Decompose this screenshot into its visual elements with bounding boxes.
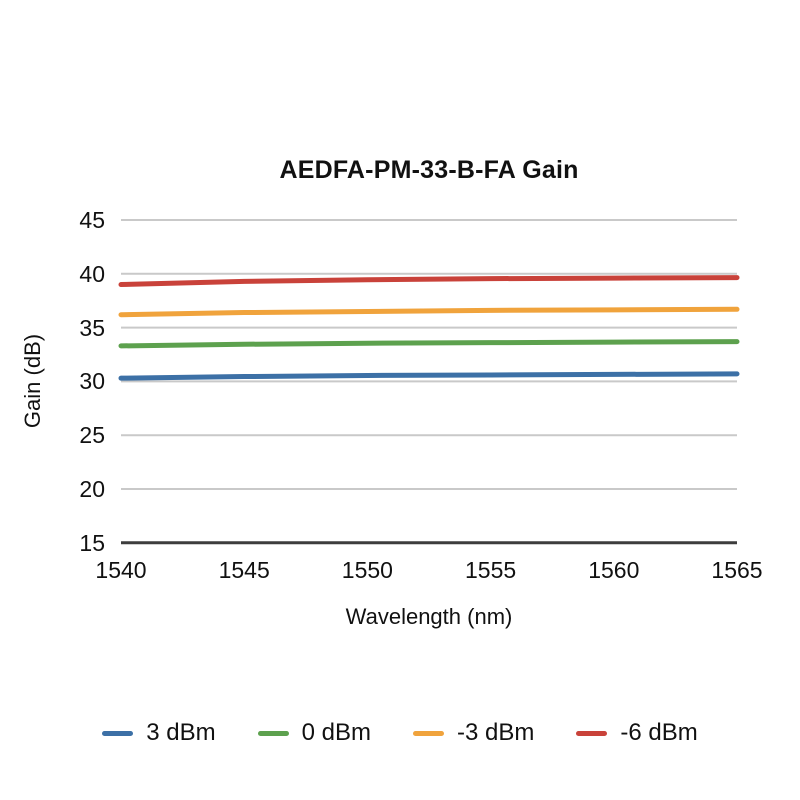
legend-item--3-dBm: -3 dBm <box>413 719 534 747</box>
series-line-0-dBm <box>118 339 740 349</box>
x-tick-label: 1555 <box>465 557 517 583</box>
legend-marker <box>413 730 445 736</box>
legend-label: 0 dBm <box>301 719 372 746</box>
x-tick-label: 1565 <box>711 557 763 583</box>
y-tick-label: 30 <box>79 368 105 395</box>
x-tick-label: 1540 <box>95 557 147 583</box>
y-tick-label: 25 <box>79 422 105 449</box>
series-line--6-dBm <box>118 275 740 288</box>
x-tick-label: 1545 <box>218 557 270 583</box>
y-tick-label: 35 <box>79 314 105 341</box>
legend-marker <box>102 730 134 736</box>
legend-label: -3 dBm <box>457 719 535 746</box>
chart-title: AEDFA-PM-33-B-FA Gain <box>279 156 579 184</box>
x-tick-label: 1550 <box>341 557 393 583</box>
legend: 3 dBm 0 dBm -3 dBm -6 dBm <box>0 719 800 747</box>
series-line-3-dBm <box>118 371 740 381</box>
legend-item-0-dBm: 0 dBm <box>257 719 372 747</box>
legend-marker <box>576 730 608 736</box>
series-line--3-dBm <box>118 306 740 318</box>
legend-item-3-dBm: 3 dBm <box>102 719 216 747</box>
y-tick-label: 45 <box>79 207 105 233</box>
legend-label: 3 dBm <box>146 719 216 746</box>
legend-item--6-dBm: -6 dBm <box>576 719 698 747</box>
x-tick-label: 1560 <box>588 557 640 583</box>
y-tick-label: 15 <box>79 529 105 556</box>
y-tick-label: 40 <box>79 260 105 287</box>
legend-marker <box>257 730 289 736</box>
x-axis-title: Wavelength (nm) <box>345 604 513 629</box>
y-tick-label: 20 <box>79 476 105 502</box>
legend-label: -6 dBm <box>620 719 698 746</box>
